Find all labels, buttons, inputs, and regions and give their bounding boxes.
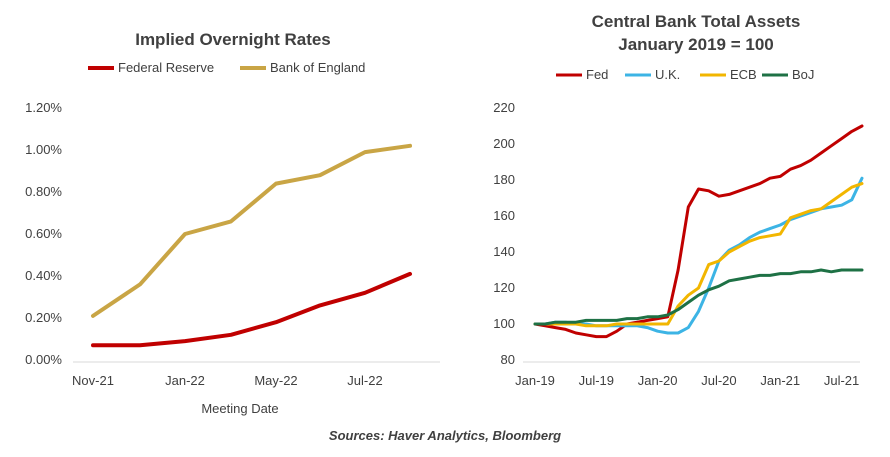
- x-tick-label: Jul-20: [701, 373, 736, 388]
- x-tick-label: Jan-21: [760, 373, 800, 388]
- legend-label: ECB: [730, 67, 757, 82]
- chart-subtitle: January 2019 = 100: [618, 35, 773, 54]
- y-tick-label: 0.20%: [25, 310, 62, 325]
- legend-label: U.K.: [655, 67, 680, 82]
- legend-label: BoJ: [792, 67, 814, 82]
- y-tick-label: 200: [493, 136, 515, 151]
- x-tick-label: Nov-21: [72, 373, 114, 388]
- legend-label: Bank of England: [270, 60, 365, 75]
- y-tick-label: 220: [493, 100, 515, 115]
- y-tick-label: 120: [493, 280, 515, 295]
- x-tick-label: Jul-19: [579, 373, 614, 388]
- x-axis-title: Meeting Date: [201, 401, 278, 416]
- series-line-federal-reserve: [91, 271, 412, 348]
- series-line-fed: [533, 124, 864, 339]
- x-tick-label: Jan-20: [638, 373, 678, 388]
- series-line-boj: [533, 268, 864, 326]
- legend-label: Federal Reserve: [118, 60, 214, 75]
- y-tick-label: 0.80%: [25, 184, 62, 199]
- y-tick-label: 80: [501, 352, 515, 367]
- source-note: Sources: Haver Analytics, Bloomberg: [329, 428, 561, 443]
- y-tick-label: 100: [493, 316, 515, 331]
- x-tick-label: May-22: [254, 373, 297, 388]
- y-tick-label: 140: [493, 244, 515, 259]
- x-tick-label: Jan-22: [165, 373, 205, 388]
- y-tick-label: 0.00%: [25, 352, 62, 367]
- x-tick-label: Jul-21: [824, 373, 859, 388]
- series-line-bank-of-england: [91, 143, 412, 318]
- legend-label: Fed: [586, 67, 608, 82]
- x-tick-label: Jan-19: [515, 373, 555, 388]
- chart-title: Central Bank Total Assets: [592, 12, 801, 31]
- y-tick-label: 0.40%: [25, 268, 62, 283]
- y-tick-label: 160: [493, 208, 515, 223]
- chart-title: Implied Overnight Rates: [135, 30, 331, 49]
- x-tick-label: Jul-22: [347, 373, 382, 388]
- y-tick-label: 1.00%: [25, 142, 62, 157]
- y-tick-label: 180: [493, 172, 515, 187]
- series-line-ecb: [533, 182, 864, 328]
- series-line-uk: [533, 176, 864, 335]
- y-tick-label: 0.60%: [25, 226, 62, 241]
- y-tick-label: 1.20%: [25, 100, 62, 115]
